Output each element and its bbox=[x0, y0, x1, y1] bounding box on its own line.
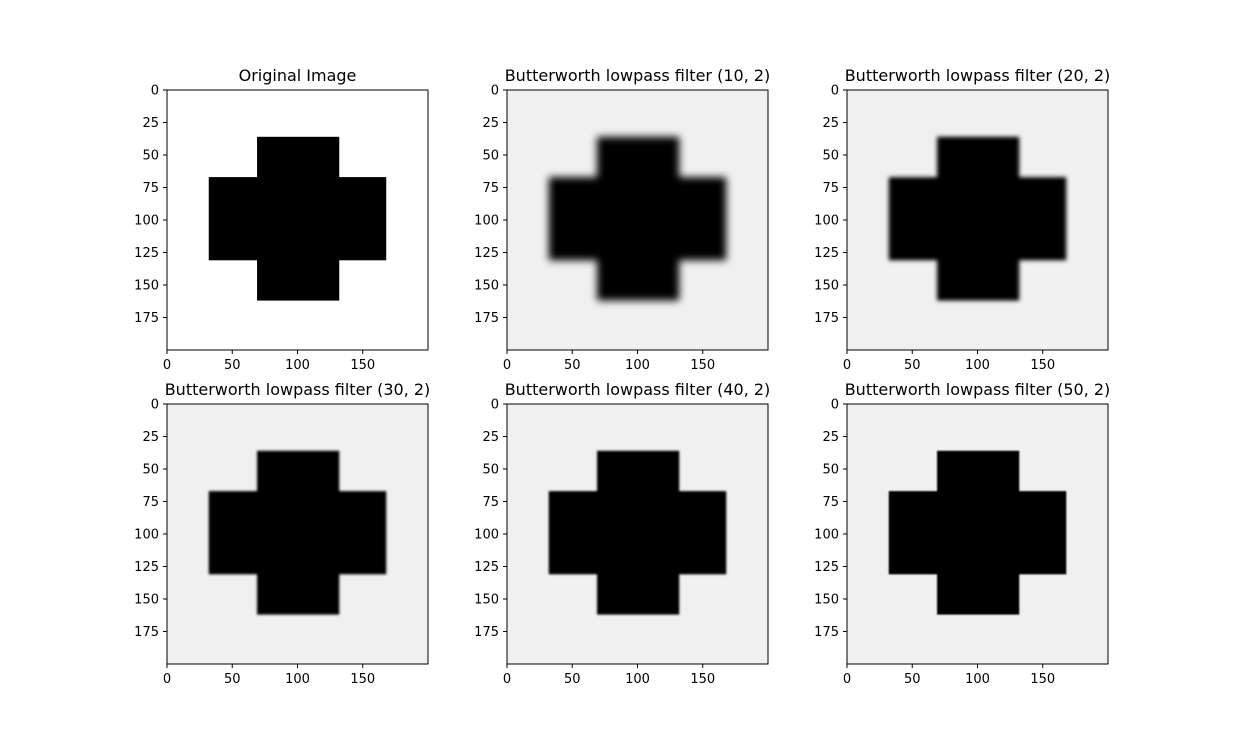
y-tick-label: 100 bbox=[474, 528, 499, 543]
x-tick-label: 0 bbox=[843, 672, 851, 687]
y-tick-label: 75 bbox=[482, 181, 499, 196]
y-tick-label: 0 bbox=[151, 84, 159, 99]
cross-shape bbox=[548, 450, 727, 615]
y-tick-label: 125 bbox=[474, 246, 499, 261]
y-tick-label: 150 bbox=[134, 279, 159, 294]
x-tick-label: 100 bbox=[965, 358, 990, 373]
y-tick-label: 100 bbox=[814, 214, 839, 229]
cross-horizontal-bar bbox=[888, 177, 1067, 261]
y-tick-label: 75 bbox=[822, 495, 839, 510]
y-tick-label: 50 bbox=[482, 463, 499, 478]
y-tick-label: 125 bbox=[474, 560, 499, 575]
y-tick-label: 50 bbox=[822, 149, 839, 164]
y-tick-label: 175 bbox=[474, 311, 499, 326]
subplot-title: Original Image bbox=[239, 66, 357, 85]
y-tick-label: 75 bbox=[822, 181, 839, 196]
y-tick-label: 0 bbox=[491, 84, 499, 99]
y-tick-label: 50 bbox=[822, 463, 839, 478]
y-tick-label: 125 bbox=[134, 246, 159, 261]
cross-shape bbox=[548, 136, 727, 301]
x-tick-label: 150 bbox=[690, 672, 715, 687]
x-tick-label: 150 bbox=[350, 358, 375, 373]
y-tick-label: 0 bbox=[151, 398, 159, 413]
subplot-title: Butterworth lowpass filter (50, 2) bbox=[845, 380, 1111, 399]
y-tick-label: 50 bbox=[482, 149, 499, 164]
x-tick-label: 50 bbox=[904, 358, 921, 373]
x-tick-label: 150 bbox=[1030, 672, 1055, 687]
y-tick-label: 50 bbox=[142, 149, 159, 164]
y-tick-label: 25 bbox=[822, 430, 839, 445]
x-tick-label: 0 bbox=[163, 358, 171, 373]
y-tick-label: 0 bbox=[831, 84, 839, 99]
x-tick-label: 0 bbox=[503, 358, 511, 373]
y-tick-label: 25 bbox=[142, 116, 159, 131]
y-tick-label: 50 bbox=[142, 463, 159, 478]
y-tick-label: 75 bbox=[142, 181, 159, 196]
x-tick-label: 0 bbox=[843, 358, 851, 373]
x-tick-label: 50 bbox=[224, 358, 241, 373]
cross-shape bbox=[208, 136, 387, 301]
y-tick-label: 100 bbox=[134, 214, 159, 229]
x-tick-label: 150 bbox=[1030, 358, 1055, 373]
x-tick-label: 50 bbox=[904, 672, 921, 687]
y-tick-label: 150 bbox=[474, 593, 499, 608]
cross-horizontal-bar bbox=[548, 491, 727, 575]
subplot-grid: Original Image 0 50 100 150 0 25 50 75 100 125 150 1… bbox=[134, 66, 1110, 687]
cross-shape bbox=[888, 450, 1067, 615]
x-tick-label: 150 bbox=[350, 672, 375, 687]
y-tick-label: 75 bbox=[142, 495, 159, 510]
x-tick-label: 100 bbox=[965, 672, 990, 687]
y-tick-label: 100 bbox=[134, 528, 159, 543]
cross-horizontal-bar bbox=[208, 177, 387, 261]
subplot-5: Butterworth lowpass filter (40, 2) 0 50 100… bbox=[474, 380, 770, 687]
y-tick-label: 100 bbox=[474, 214, 499, 229]
subplot-1: Original Image 0 50 100 150 0 25 50 75 100 125 150 1… bbox=[134, 66, 429, 373]
x-tick-label: 100 bbox=[625, 672, 650, 687]
x-tick-label: 50 bbox=[564, 358, 581, 373]
y-tick-label: 150 bbox=[814, 593, 839, 608]
subplot-title: Butterworth lowpass filter (10, 2) bbox=[505, 66, 771, 85]
cross-horizontal-bar bbox=[548, 177, 727, 261]
subplot-title: Butterworth lowpass filter (40, 2) bbox=[505, 380, 771, 399]
x-tick-label: 50 bbox=[564, 672, 581, 687]
x-tick-label: 100 bbox=[285, 672, 310, 687]
y-tick-label: 150 bbox=[474, 279, 499, 294]
subplot-3: Butterworth lowpass filter (20, 2) 0 50 100… bbox=[814, 66, 1110, 373]
subplot-6: Butterworth lowpass filter (50, 2) 0 50 100… bbox=[814, 380, 1110, 687]
y-tick-label: 125 bbox=[814, 560, 839, 575]
x-tick-label: 100 bbox=[625, 358, 650, 373]
y-tick-label: 150 bbox=[134, 593, 159, 608]
x-tick-label: 50 bbox=[224, 672, 241, 687]
cross-shape bbox=[208, 450, 387, 615]
subplot-4: Butterworth lowpass filter (30, 2) 0 50 100… bbox=[134, 380, 430, 687]
y-tick-label: 175 bbox=[134, 625, 159, 640]
y-tick-label: 0 bbox=[491, 398, 499, 413]
y-tick-label: 75 bbox=[482, 495, 499, 510]
y-tick-label: 0 bbox=[831, 398, 839, 413]
y-tick-label: 25 bbox=[482, 430, 499, 445]
y-tick-label: 25 bbox=[822, 116, 839, 131]
x-tick-label: 150 bbox=[690, 358, 715, 373]
y-tick-label: 100 bbox=[814, 528, 839, 543]
cross-horizontal-bar bbox=[208, 491, 387, 575]
y-tick-label: 25 bbox=[482, 116, 499, 131]
y-tick-label: 175 bbox=[134, 311, 159, 326]
y-tick-label: 150 bbox=[814, 279, 839, 294]
x-tick-label: 0 bbox=[503, 672, 511, 687]
y-tick-label: 175 bbox=[814, 625, 839, 640]
y-tick-label: 175 bbox=[814, 311, 839, 326]
subplot-2: Butterworth lowpass filter (10, 2) 0 50 100… bbox=[474, 66, 770, 373]
x-tick-label: 100 bbox=[285, 358, 310, 373]
cross-horizontal-bar bbox=[888, 491, 1067, 575]
y-tick-label: 125 bbox=[814, 246, 839, 261]
y-tick-label: 25 bbox=[142, 430, 159, 445]
cross-shape bbox=[888, 136, 1067, 301]
y-tick-label: 125 bbox=[134, 560, 159, 575]
y-tick-label: 175 bbox=[474, 625, 499, 640]
subplot-title: Butterworth lowpass filter (20, 2) bbox=[845, 66, 1111, 85]
x-tick-label: 0 bbox=[163, 672, 171, 687]
subplot-title: Butterworth lowpass filter (30, 2) bbox=[165, 380, 431, 399]
